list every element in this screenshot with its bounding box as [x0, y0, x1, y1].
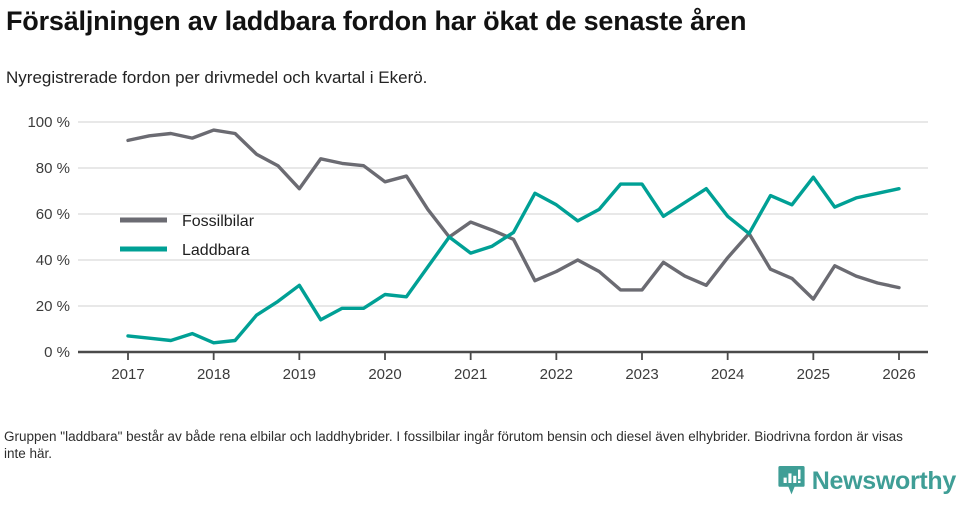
- legend-label-fossilbilar: Fossilbilar: [182, 213, 255, 230]
- y-axis-tick-label: 60 %: [36, 206, 70, 223]
- y-axis-tick-label: 80 %: [36, 160, 70, 177]
- x-axis-tick-labels: 2017 2018 2019 2020 2021 2022 2023 2024 2025 2026: [111, 366, 915, 383]
- series-line-laddbara: [126, 175, 901, 345]
- line-chart: 0 % 20 % 40 % 60 % 80 % 100 % 2017 2018 2019 202…: [27, 114, 928, 383]
- page-subtitle: Nyregistrerade fordon per drivmedel och …: [6, 68, 428, 87]
- page-title: Försäljningen av laddbara fordon har öka…: [6, 6, 747, 36]
- chart-legend: Fossilbilar Laddbara: [120, 213, 255, 259]
- x-axis-tick-label: 2026: [882, 366, 915, 383]
- y-axis-tick-label: 20 %: [36, 298, 70, 315]
- series-line-fossilbilar: [126, 128, 901, 301]
- y-axis-tick-labels: 0 % 20 % 40 % 60 % 80 % 100 %: [27, 114, 70, 361]
- bar-chart-pin-icon: [778, 466, 805, 495]
- grid-lines: [78, 121, 928, 307]
- x-axis-tick-label: 2025: [797, 366, 830, 383]
- x-axis-tick-label: 2020: [368, 366, 401, 383]
- x-axis-tick-label: 2021: [454, 366, 487, 383]
- newsworthy-logo: Newsworthy: [778, 465, 956, 497]
- x-axis-tick-label: 2017: [111, 366, 144, 383]
- x-axis-tick-label: 2018: [197, 366, 230, 383]
- x-axis-tick-label: 2022: [540, 366, 573, 383]
- x-axis-tick-label: 2024: [711, 366, 744, 383]
- brand-name: Newsworthy: [811, 466, 957, 495]
- y-axis-tick-label: 100 %: [27, 114, 70, 131]
- legend-label-laddbara: Laddbara: [182, 242, 250, 259]
- y-axis-tick-label: 40 %: [36, 252, 70, 269]
- chart-footnote: Gruppen "laddbara" består av både rena e…: [4, 429, 903, 461]
- chart-plot-area: 0 % 20 % 40 % 60 % 80 % 100 % 2017 2018 2019 202…: [0, 110, 960, 395]
- data-series-lines: [126, 128, 901, 345]
- y-axis-tick-label: 0 %: [44, 344, 70, 361]
- x-axis-tick-label: 2023: [625, 366, 658, 383]
- x-axis-tick-label: 2019: [283, 366, 316, 383]
- x-axis: [78, 350, 928, 360]
